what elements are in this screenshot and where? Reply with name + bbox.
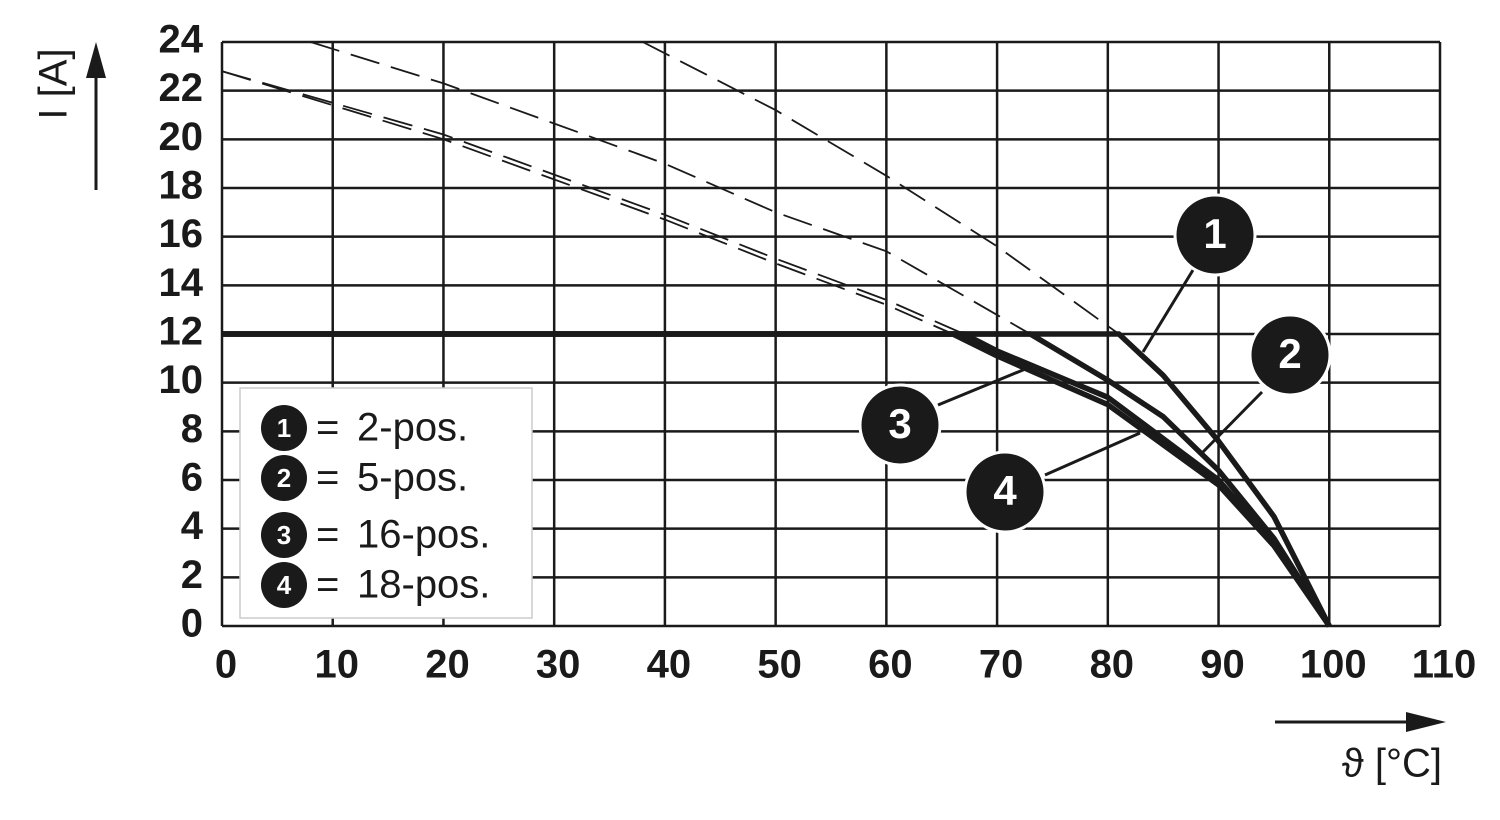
legend-label: 18-pos. bbox=[357, 563, 490, 607]
callout-badge bbox=[1173, 193, 1257, 277]
x-tick-label: 20 bbox=[425, 643, 470, 687]
y-tick-label: 2 bbox=[181, 553, 203, 597]
legend-number: 3 bbox=[277, 520, 291, 550]
y-tick-label: 14 bbox=[159, 261, 204, 305]
y-tick-label: 22 bbox=[159, 66, 204, 110]
y-tick-label: 10 bbox=[159, 358, 204, 402]
legend-number: 4 bbox=[277, 570, 292, 600]
x-axis-title: ϑ [°C] bbox=[1342, 742, 1442, 786]
x-tick-label: 10 bbox=[314, 643, 359, 687]
callout-badge bbox=[963, 450, 1047, 534]
x-tick-label: 40 bbox=[647, 643, 692, 687]
callout-leader bbox=[937, 363, 1036, 407]
legend-separator: = bbox=[316, 513, 339, 557]
y-tick-label: 4 bbox=[181, 504, 204, 548]
legend-separator: = bbox=[316, 456, 339, 500]
callout-badge bbox=[1248, 313, 1332, 397]
legend: 1 = 2-pos. 2 = 5-pos. 3 = 16-pos. 4 = 18-pos. bbox=[239, 387, 533, 619]
callout-number: 2 bbox=[1278, 330, 1301, 377]
legend-separator: = bbox=[316, 563, 339, 607]
callout-badge bbox=[858, 383, 942, 467]
y-tick-label: 20 bbox=[159, 115, 204, 159]
legend-number: 1 bbox=[277, 413, 291, 443]
x-tick-label: 60 bbox=[868, 643, 913, 687]
y-tick-label: 6 bbox=[181, 456, 203, 500]
y-tick-label: 18 bbox=[159, 164, 204, 208]
legend-badge bbox=[261, 512, 307, 558]
legend-badge bbox=[261, 455, 307, 501]
x-arrow-head bbox=[1406, 712, 1446, 732]
y-tick-label: 12 bbox=[159, 310, 204, 354]
callout-leader bbox=[1198, 390, 1264, 457]
callout-leader bbox=[1044, 431, 1141, 477]
callout-number: 4 bbox=[993, 467, 1017, 514]
y-arrow-head bbox=[86, 42, 106, 78]
extension-line bbox=[221, 70, 954, 335]
legend-separator: = bbox=[316, 406, 339, 450]
y-axis-title: I [A] bbox=[32, 48, 76, 119]
legend-label: 16-pos. bbox=[357, 513, 490, 557]
series-line bbox=[222, 331, 1332, 628]
callout-number: 3 bbox=[888, 400, 911, 447]
legend-number: 2 bbox=[277, 463, 291, 493]
x-tick-label: 110 bbox=[1412, 643, 1477, 687]
y-tick-label: 16 bbox=[159, 212, 204, 256]
y-tick-label: 24 bbox=[159, 18, 204, 62]
extension-line bbox=[642, 41, 1120, 335]
x-tick-label: 80 bbox=[1090, 643, 1135, 687]
legend-badge bbox=[261, 562, 307, 608]
legend-label: 5-pos. bbox=[357, 456, 468, 500]
x-tick-label: 90 bbox=[1200, 643, 1245, 687]
x-tick-label: 70 bbox=[979, 643, 1024, 687]
y-tick-label: 0 bbox=[181, 602, 203, 646]
x-tick-label: 50 bbox=[757, 643, 802, 687]
series-line bbox=[222, 331, 1332, 628]
callout-number: 1 bbox=[1203, 210, 1226, 257]
x-tick-label: 30 bbox=[536, 643, 581, 687]
extension-line bbox=[310, 41, 1031, 335]
x-tick-label: 100 bbox=[1300, 643, 1367, 687]
extension-line bbox=[221, 70, 965, 335]
callout-leader bbox=[1141, 269, 1195, 353]
legend-badge bbox=[261, 405, 307, 451]
y-tick-label: 8 bbox=[181, 407, 203, 451]
x-tick-label: 0 bbox=[215, 643, 237, 687]
legend-label: 2-pos. bbox=[357, 406, 468, 450]
